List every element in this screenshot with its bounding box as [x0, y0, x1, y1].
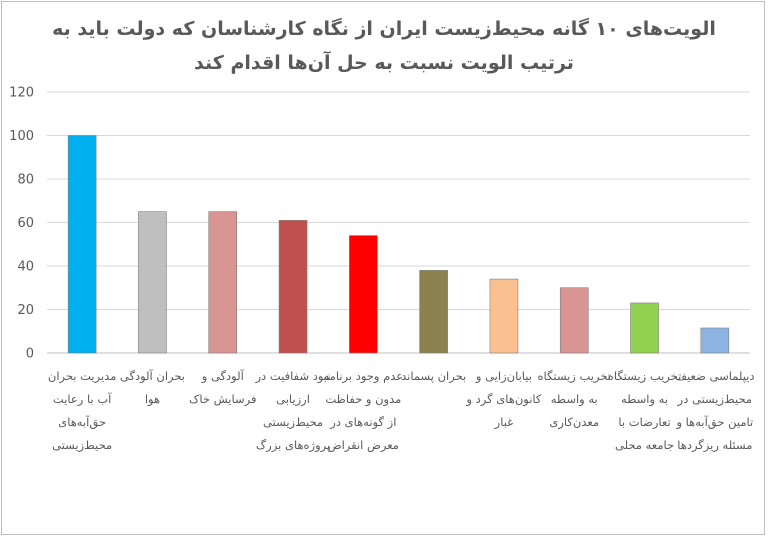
x-category-label: آلودگی و فرسایش خاک	[189, 369, 257, 406]
y-tick-label: 120	[9, 86, 34, 101]
chart-title: الویت‌های ۱۰ گانه محیط‌زیست ایران از نگا…	[0, 12, 768, 80]
x-category-label: نبود شفافیت در ارزیابی محیط‌زیستی پروژه‌…	[255, 369, 331, 452]
bar-8	[559, 287, 589, 354]
chart-title-line-2: ترتیب الویت نسبت به حل آن‌ها اقدام کند	[194, 52, 574, 74]
x-category-label: بحران آلودگی هوا	[119, 369, 185, 406]
x-category-label: مدیریت بحران آب با رعایت حق‌آبه‌های محیط…	[47, 369, 117, 452]
bar-1	[67, 135, 97, 354]
bar-4	[278, 220, 308, 354]
bar-6	[419, 270, 448, 354]
bar-10	[700, 327, 730, 354]
x-category-label: عدم وجود برنامه مدون و حفاظت از گونه‌های…	[323, 369, 404, 452]
x-category-label: تخریب زیستگاه به واسطه تعارضات با جامعه …	[607, 369, 682, 452]
x-category-label: بیابان‌زایی و کانون‌های گرد و غبار	[466, 369, 542, 429]
bar-3	[208, 211, 238, 354]
bar-2	[138, 211, 167, 354]
y-tick-label: 40	[17, 260, 34, 275]
x-category-label: بحران پسماند	[401, 369, 467, 383]
bar-5	[349, 235, 378, 354]
bar-7	[489, 278, 519, 354]
y-tick-label: 80	[17, 173, 34, 188]
y-tick-label: 0	[26, 347, 34, 362]
y-tick-label: 60	[17, 216, 34, 231]
y-tick-label: 20	[17, 303, 34, 318]
x-category-label: دیپلماسی ضعیف محیط‌زیستی در تامین حق‌آبه…	[675, 369, 755, 452]
x-category-label: تخریب زیستگاه به واسطه معدن‌کاری	[537, 369, 611, 429]
y-tick-label: 100	[9, 129, 34, 144]
bar-9	[630, 302, 659, 354]
chart-title-line-1: الویت‌های ۱۰ گانه محیط‌زیست ایران از نگا…	[52, 18, 716, 40]
